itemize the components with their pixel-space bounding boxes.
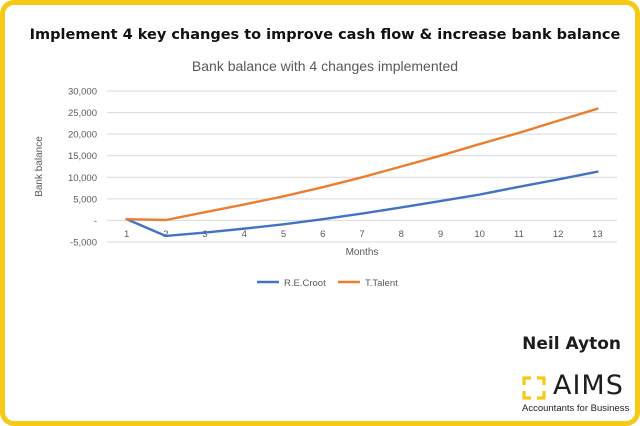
- legend-label: R.E.Croot: [284, 278, 326, 289]
- x-tick-label: 12: [553, 229, 564, 240]
- x-tick-label: 13: [592, 229, 603, 240]
- x-tick-label: 4: [242, 229, 247, 240]
- legend: R.E.Croot T.Talent: [257, 278, 398, 289]
- y-axis-label: Bank balance: [34, 136, 45, 197]
- chart-title: Bank balance with 4 changes implemented: [192, 58, 458, 74]
- y-tick-label: 10,000: [68, 173, 97, 184]
- series-line-t-talent: [125, 107, 599, 222]
- x-tick-label: 8: [399, 229, 404, 240]
- x-axis-label: Months: [346, 247, 379, 258]
- x-tick-label: 9: [438, 229, 443, 240]
- y-tick-labels: -5,000-5,00010,00015,00020,00025,00030,0…: [68, 87, 97, 249]
- legend-label: T.Talent: [365, 278, 398, 289]
- series-line-r-e-croot: [125, 170, 599, 238]
- x-tick-label: 10: [474, 229, 485, 240]
- series-lines: [125, 107, 599, 238]
- x-tick-label: 5: [281, 229, 286, 240]
- aims-logo-icon: [522, 376, 546, 400]
- x-tick-label: 6: [320, 229, 325, 240]
- x-tick-label: 2: [163, 229, 168, 240]
- y-tick-label: -5,000: [70, 238, 97, 249]
- x-tick-label: 7: [359, 229, 364, 240]
- x-tick-label: 1: [124, 229, 129, 240]
- y-tick-label: 30,000: [68, 87, 97, 98]
- y-tick-label: 25,000: [68, 108, 97, 119]
- y-tick-label: 15,000: [68, 151, 97, 162]
- grid-lines: [107, 90, 617, 243]
- x-tick-labels: 1 2 3 4 5 6 7 8 9 10 11 12 13: [124, 229, 603, 240]
- slide-title: Implement 4 key changes to improve cash …: [29, 27, 621, 43]
- author-name: Neil Ayton: [522, 334, 621, 354]
- line-chart: Bank balance with 4 changes implemented …: [34, 58, 617, 289]
- aims-logo: AIMS Accountants for Business: [521, 370, 635, 417]
- x-tick-label: 11: [514, 229, 524, 240]
- x-tick-label: 3: [202, 229, 207, 240]
- y-tick-label: 5,000: [73, 194, 97, 205]
- y-tick-label: -: [94, 216, 97, 227]
- y-tick-label: 20,000: [68, 130, 97, 141]
- logo-tagline: Accountants for Business: [522, 403, 630, 414]
- logo-wordmark: AIMS: [553, 370, 624, 401]
